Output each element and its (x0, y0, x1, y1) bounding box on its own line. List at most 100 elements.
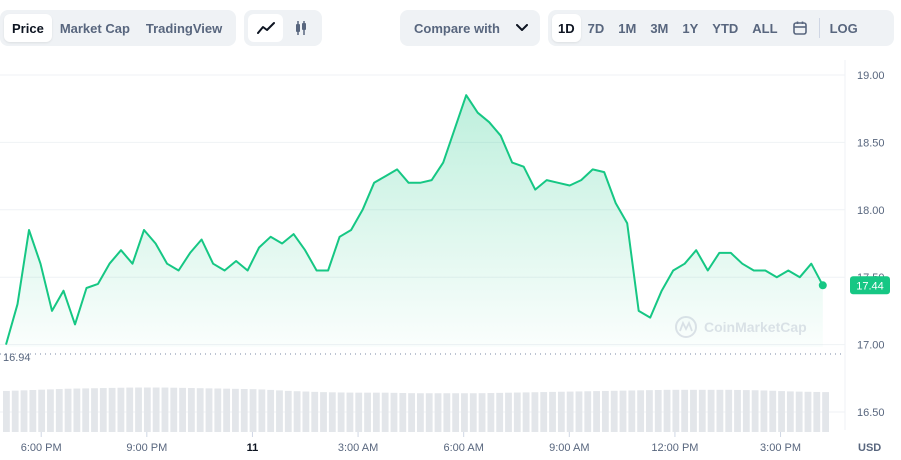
volume-bar (540, 392, 548, 432)
volume-bar (601, 390, 609, 432)
tab-market-cap[interactable]: Market Cap (59, 20, 130, 36)
volume-bar (38, 389, 46, 432)
svg-text:CoinMarketCap: CoinMarketCap (704, 319, 807, 335)
volume-bar (672, 389, 680, 432)
volume-bar (293, 391, 301, 432)
volume-bar (117, 387, 125, 432)
range-1m[interactable]: 1M (618, 20, 637, 36)
view-tabs: Price Market Cap TradingView (0, 10, 236, 46)
currency-label: USD (858, 442, 881, 454)
volume-bar (73, 388, 81, 432)
volume-bar (399, 393, 407, 432)
volume-bar (478, 393, 486, 432)
volume-bar (505, 392, 512, 432)
volume-bar (99, 388, 107, 432)
candlestick-icon[interactable] (283, 14, 318, 42)
volume-bar (681, 389, 689, 432)
volume-bar (778, 391, 785, 432)
volume-bar (346, 392, 354, 432)
tab-tradingview[interactable]: TradingView (145, 20, 223, 36)
volume-bar (337, 392, 345, 432)
volume-bar (751, 390, 759, 432)
volume-bar (276, 390, 283, 432)
open-price-label: 16.94 (3, 352, 31, 364)
calendar-icon[interactable] (785, 14, 815, 42)
volume-bar (822, 392, 829, 432)
volume-bar (258, 389, 266, 432)
volume-bar (469, 393, 477, 432)
volume-bar (91, 388, 98, 432)
volume-bar (760, 390, 768, 432)
compare-dropdown[interactable]: Compare with (400, 10, 540, 46)
volume-bar (240, 388, 248, 432)
volume-bar (55, 389, 63, 432)
volume-bar (355, 392, 363, 432)
volume-bar (593, 391, 600, 432)
volume-bar (461, 393, 468, 432)
volume-bar (628, 390, 636, 432)
volume-bar (725, 389, 733, 432)
range-3m[interactable]: 3M (650, 20, 669, 36)
range-ytd[interactable]: YTD (712, 20, 739, 36)
volume-bar (232, 388, 239, 432)
range-7d[interactable]: 7D (587, 20, 605, 36)
range-selector: 1D 7D 1M 3M 1Y YTD ALL LOG (548, 10, 894, 46)
y-tick-label: 18.50 (857, 137, 885, 149)
range-1y[interactable]: 1Y (682, 20, 699, 36)
log-scale-button[interactable]: LOG (829, 20, 858, 36)
volume-bar (47, 389, 54, 432)
x-tick-label: 6:00 AM (444, 442, 484, 454)
y-tick-label: 16.50 (857, 407, 885, 419)
volume-bar (364, 392, 371, 432)
volume-bar (584, 391, 592, 432)
volume-bar (531, 392, 539, 432)
volume-bar (742, 390, 750, 432)
volume-bar (3, 390, 10, 432)
volume-bar (443, 393, 451, 432)
volume-bar (690, 389, 697, 432)
volume-bar (82, 388, 90, 432)
volume-bar (126, 387, 134, 432)
volume-bar (637, 390, 645, 432)
price-line (5, 94, 824, 345)
volume-bar (716, 389, 724, 432)
volume-bar (179, 387, 186, 432)
volume-bar (152, 387, 160, 432)
volume-bar (196, 388, 204, 432)
volume-bar (205, 388, 213, 432)
volume-bar (11, 390, 19, 432)
range-all[interactable]: ALL (752, 20, 778, 36)
volume-bar (813, 391, 821, 432)
volume-bar (161, 387, 169, 432)
x-tick-label: 3:00 PM (760, 442, 801, 454)
volume-bar (187, 388, 195, 432)
x-tick-label: 11 (247, 442, 259, 454)
volume-bar (698, 389, 706, 432)
volume-bar (452, 393, 460, 432)
x-tick-label: 12:00 PM (651, 442, 698, 454)
current-price-badge (850, 276, 890, 295)
volume-bar (734, 389, 741, 432)
range-1d[interactable]: 1D (552, 14, 581, 42)
chart-mode-toggle (244, 10, 322, 46)
volume-bar (707, 389, 715, 432)
volume-bar (381, 392, 389, 432)
volume-bar (20, 390, 28, 432)
volume-bar (372, 392, 380, 432)
y-tick-label: 17.00 (857, 340, 885, 352)
volume-bar (795, 391, 803, 432)
volume-bar (513, 392, 521, 432)
line-chart-icon[interactable] (248, 14, 283, 42)
tab-price[interactable]: Price (4, 14, 52, 42)
volume-bar (143, 387, 151, 432)
volume-bar (434, 393, 442, 432)
x-tick-label: 3:00 AM (338, 442, 378, 454)
volume-bar (417, 393, 424, 432)
volume-bar (804, 391, 812, 432)
volume-bar (267, 389, 275, 432)
volume-bar (769, 390, 777, 432)
volume-bar (408, 393, 415, 432)
price-area (6, 95, 823, 347)
volume-bar (522, 392, 530, 432)
